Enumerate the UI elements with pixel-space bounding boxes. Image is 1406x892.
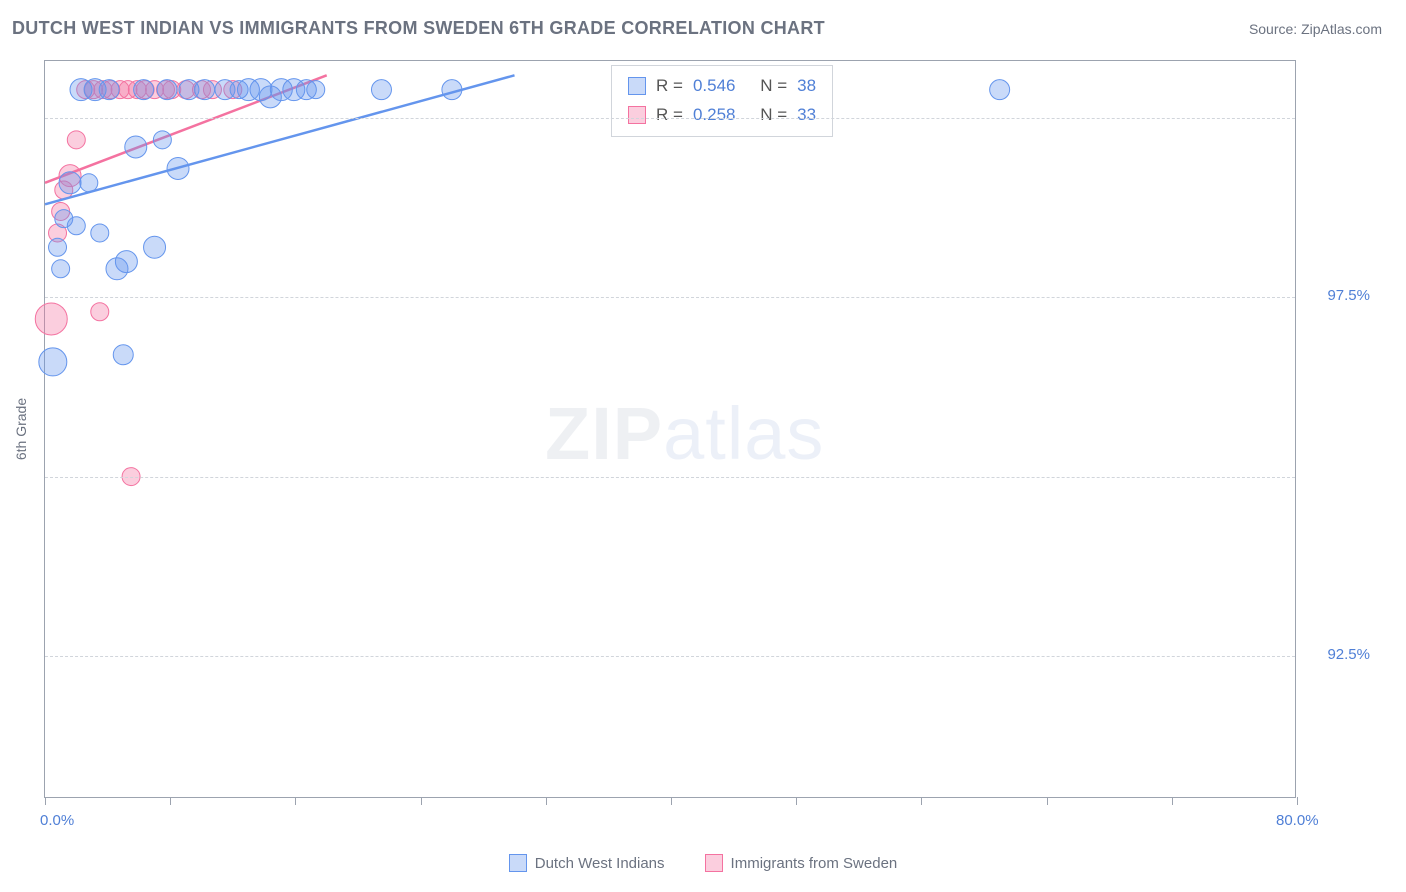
legend-correlation-box: R = 0.546 N = 38 R = 0.258 N = 33 [611,65,833,137]
gridline [45,118,1295,119]
x-tick [295,797,296,805]
x-tick [671,797,672,805]
data-point [113,345,133,365]
r-value-pink: 0.258 [693,101,736,130]
data-point [195,80,215,100]
chart-plot-area: ZIPatlas R = 0.546 N = 38 R = 0.258 N = … [44,60,1296,798]
legend-label-pink: Immigrants from Sweden [731,855,898,872]
chart-title: DUTCH WEST INDIAN VS IMMIGRANTS FROM SWE… [12,18,825,39]
swatch-blue-icon [628,77,646,95]
n-value-pink: 33 [797,101,816,130]
r-label: R = [656,101,683,130]
x-tick [796,797,797,805]
data-point [307,81,325,99]
data-point [99,80,119,100]
swatch-pink-icon [628,106,646,124]
swatch-pink-icon [705,854,723,872]
x-tick [921,797,922,805]
y-tick-label: 92.5% [1327,646,1370,663]
data-point [52,260,70,278]
n-value-blue: 38 [797,72,816,101]
data-point [157,80,177,100]
x-tick-label: 80.0% [1276,812,1319,829]
x-tick [546,797,547,805]
x-tick [1047,797,1048,805]
legend-row-pink: R = 0.258 N = 33 [628,101,816,130]
data-point [153,131,171,149]
gridline [45,477,1295,478]
n-label: N = [760,101,787,130]
x-tick-label: 0.0% [40,812,74,829]
data-point [91,303,109,321]
legend-row-blue: R = 0.546 N = 38 [628,72,816,101]
r-label: R = [656,72,683,101]
x-tick [1172,797,1173,805]
data-point [49,238,67,256]
y-axis-label: 6th Grade [13,398,29,460]
r-value-blue: 0.546 [693,72,736,101]
data-point [125,136,147,158]
legend-item-pink: Immigrants from Sweden [705,854,898,872]
gridline [45,297,1295,298]
data-point [144,236,166,258]
x-tick [45,797,46,805]
legend-bottom: Dutch West Indians Immigrants from Swede… [0,854,1406,872]
source-text: Source: ZipAtlas.com [1249,21,1382,37]
data-point [990,80,1010,100]
swatch-blue-icon [509,854,527,872]
data-point [59,172,81,194]
n-label: N = [760,72,787,101]
scatter-svg [45,61,1295,797]
x-tick [1297,797,1298,805]
x-tick [421,797,422,805]
data-point [67,131,85,149]
y-axis-label-container: 6th Grade [6,60,36,798]
legend-item-blue: Dutch West Indians [509,854,665,872]
data-point [115,251,137,273]
data-point [91,224,109,242]
data-point [39,348,67,376]
data-point [80,174,98,192]
gridline [45,656,1295,657]
data-point [371,80,391,100]
legend-label-blue: Dutch West Indians [535,855,665,872]
data-point [35,303,67,335]
y-tick-label: 97.5% [1327,287,1370,304]
data-point [134,80,154,100]
data-point [67,217,85,235]
x-tick [170,797,171,805]
